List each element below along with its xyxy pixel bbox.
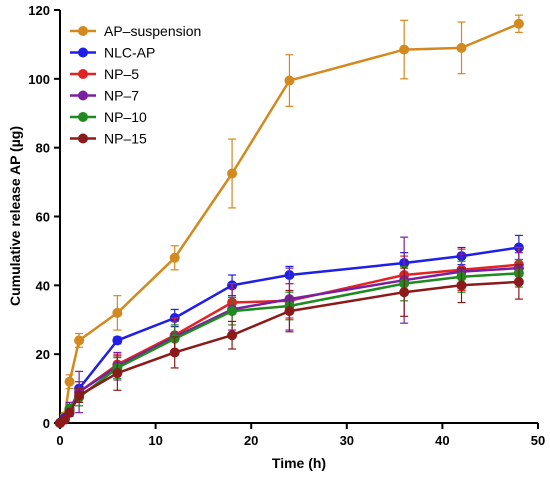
data-point-5-7 xyxy=(284,306,295,317)
legend-marker-1 xyxy=(78,47,88,58)
data-point-0-4 xyxy=(112,307,123,318)
legend-label-5: NP–15 xyxy=(104,131,147,147)
y-tick-label-80: 80 xyxy=(36,141,50,156)
legend: AP–suspension NLC-AP NP–5 NP–7 NP–10 NP–15 xyxy=(70,23,201,147)
legend-marker-4 xyxy=(78,112,88,122)
x-tick-label-40: 40 xyxy=(435,433,449,448)
y-tick-label-0: 0 xyxy=(43,416,50,431)
data-point-0-8 xyxy=(399,44,410,55)
data-point-0-6 xyxy=(227,168,238,179)
data-point-5-8 xyxy=(399,287,410,298)
series-5 xyxy=(55,264,524,428)
data-point-0-10 xyxy=(513,18,524,29)
x-tick-label-20: 20 xyxy=(244,433,258,448)
data-point-0-2 xyxy=(64,376,75,387)
data-point-5-5 xyxy=(169,347,180,358)
data-point-0-9 xyxy=(456,42,467,53)
data-point-5-10 xyxy=(513,276,524,287)
data-point-0-7 xyxy=(284,75,295,86)
x-axis-title: Time (h) xyxy=(272,455,326,471)
legend-label-2: NP–5 xyxy=(104,66,139,82)
data-point-0-3 xyxy=(74,335,85,346)
y-axis-title: Cumulative release AP (µg) xyxy=(7,126,23,306)
tick-layer: 0 10 20 30 40 50 0 20 40 60 80 100 120 xyxy=(28,3,545,448)
data-point-4-6 xyxy=(227,306,238,317)
series-layer xyxy=(55,14,524,428)
y-tick-label-100: 100 xyxy=(28,72,50,87)
legend-marker-5 xyxy=(78,133,88,144)
data-point-0-5 xyxy=(169,252,180,263)
x-tick-label-50: 50 xyxy=(531,433,545,448)
y-tick-label-60: 60 xyxy=(36,210,50,225)
data-point-5-4 xyxy=(112,368,123,379)
series-0 xyxy=(55,14,524,428)
legend-label-3: NP–7 xyxy=(104,88,139,104)
x-tick-label-30: 30 xyxy=(340,433,354,448)
x-tick-label-10: 10 xyxy=(148,433,162,448)
data-point-1-4 xyxy=(112,335,123,346)
legend-marker-2 xyxy=(78,69,88,79)
data-point-5-3 xyxy=(74,390,85,401)
legend-label-4: NP–10 xyxy=(104,109,147,125)
legend-marker-3 xyxy=(78,90,88,101)
legend-label-0: AP–suspension xyxy=(104,23,201,39)
y-tick-label-20: 20 xyxy=(36,347,50,362)
y-tick-label-40: 40 xyxy=(36,278,50,293)
x-tick-label-0: 0 xyxy=(56,433,63,448)
legend-label-1: NLC-AP xyxy=(104,45,155,61)
legend-marker-0 xyxy=(78,26,88,36)
y-tick-label-120: 120 xyxy=(28,3,50,18)
series-3 xyxy=(55,236,524,428)
data-point-5-6 xyxy=(227,330,238,341)
data-point-5-9 xyxy=(456,280,467,291)
data-point-5-2 xyxy=(64,407,75,418)
